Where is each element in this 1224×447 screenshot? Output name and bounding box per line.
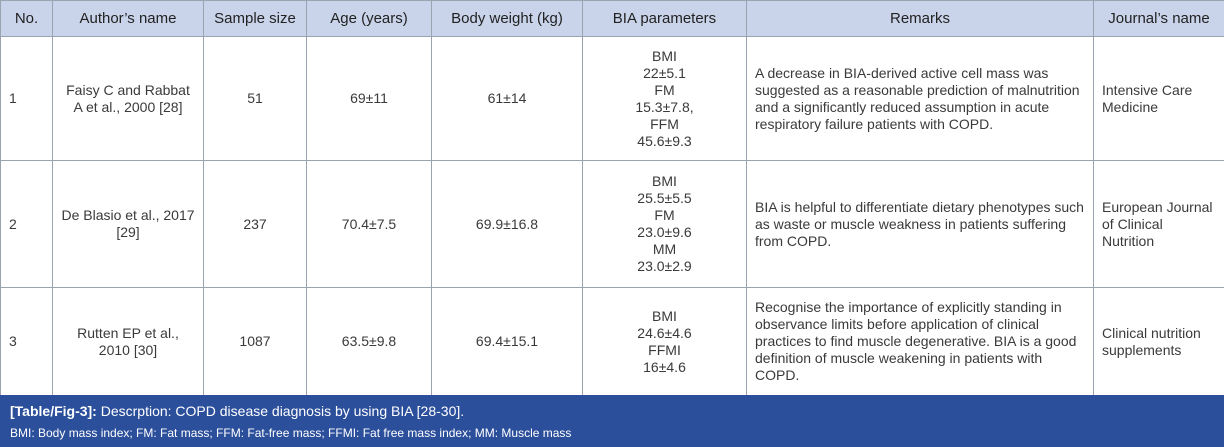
header-cell: Remarks <box>746 0 1094 37</box>
cell: 69.9±16.8 <box>431 160 583 288</box>
header-cell: Author’s name <box>52 0 204 37</box>
cell: BMI 25.5±5.5 FM 23.0±9.6 MM 23.0±2.9 <box>582 160 747 288</box>
row: 1 Faisy C and Rabbat A et al., 2000 [28] 5… <box>0 36 1224 161</box>
cell-line: 16±4.6 <box>643 358 686 375</box>
cell-line: FFM <box>650 115 679 132</box>
header-cell: Age (years) <box>306 0 432 37</box>
cell-line: 15.3±7.8, <box>635 98 694 115</box>
cell: Intensive Care Medicine <box>1093 36 1224 161</box>
cell-line: FFMI <box>648 341 681 358</box>
cell-line: BMI <box>652 173 677 189</box>
cell: BMI 24.6±4.6 FFMI 16±4.6 <box>582 287 747 396</box>
cell: Faisy C and Rabbat A et al., 2000 [28] <box>52 36 204 161</box>
cell: Recognise the importance of explicitly s… <box>746 287 1094 396</box>
cell: BIA is helpful to differentiate dietary … <box>746 160 1094 288</box>
cell: 51 <box>203 36 307 161</box>
header-cell: No. <box>0 0 53 37</box>
caption-text: Descrption: COPD disease diagnosis by us… <box>100 403 465 419</box>
header-cell: Body weight (kg) <box>431 0 583 37</box>
caption: [Table/Fig-3]: Descrption: COPD disease … <box>0 395 1224 447</box>
header-cell: Journal’s name <box>1093 0 1224 37</box>
cell-line: FM <box>654 207 675 223</box>
footnote: BMI: Body mass index; FM: Fat mass; FFM:… <box>10 426 572 440</box>
cell: De Blasio et al., 2017 [29] <box>52 160 204 288</box>
cell: 63.5±9.8 <box>306 287 432 396</box>
cell: 61±14 <box>431 36 583 161</box>
cell: 2 <box>0 160 53 288</box>
row: 3 Rutten EP et al., 2010 [30] 1087 63.5±9.8… <box>0 287 1224 396</box>
cell-line: 25.5±5.5 <box>637 190 692 206</box>
cell: European Journal of Clinical Nutrition <box>1093 160 1224 288</box>
cell: Clinical nutrition supplements <box>1093 287 1224 396</box>
cell: 1 <box>0 36 53 161</box>
header-cell: BIA parameters <box>582 0 747 37</box>
cell: 237 <box>203 160 307 288</box>
cell-line: 22±5.1 <box>643 64 686 81</box>
cell-line: 24.6±4.6 <box>637 324 692 341</box>
cell: 3 <box>0 287 53 396</box>
header-cell: Sample size <box>203 0 307 37</box>
cell-line: 23.0±9.6 <box>637 224 692 240</box>
cell: 69.4±15.1 <box>431 287 583 396</box>
table: No. Author’s name Sample size Age (years) Bo… <box>0 0 1224 396</box>
cell-line: 45.6±9.3 <box>637 132 692 149</box>
cell-line: BMI <box>652 307 677 324</box>
row: 2 De Blasio et al., 2017 [29] 237 70.4±7.5 6… <box>0 160 1224 288</box>
cell: Rutten EP et al., 2010 [30] <box>52 287 204 396</box>
cell-line: FM <box>654 81 675 98</box>
cell-line: MM <box>652 241 677 257</box>
caption-label: [Table/Fig-3]: <box>10 403 97 419</box>
cell-line: BMI <box>652 47 677 64</box>
cell-line: 23.0±2.9 <box>637 258 692 274</box>
cell: BMI 22±5.1 FM 15.3±7.8, FFM 45.6±9.3 <box>582 36 747 161</box>
cell: 69±11 <box>306 36 432 161</box>
header-row: No. Author’s name Sample size Age (years) Bo… <box>0 0 1224 37</box>
cell: 70.4±7.5 <box>306 160 432 288</box>
cell: 1087 <box>203 287 307 396</box>
cell: A decrease in BIA-derived active cell ma… <box>746 36 1094 161</box>
